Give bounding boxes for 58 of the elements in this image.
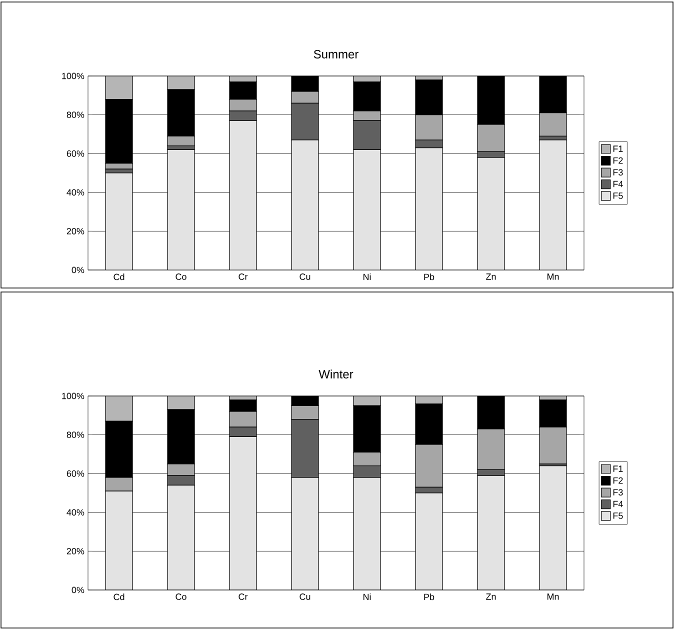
x-tick-label: Zn [486, 594, 496, 600]
legend-label: F3 [613, 489, 623, 496]
bar [105, 76, 133, 100]
legend-label: F2 [613, 477, 623, 484]
x-tick-label: Co [176, 594, 186, 600]
legend-label: F1 [613, 466, 623, 472]
x-tick-label: Pb [424, 274, 434, 280]
x-tick-label: Cr [238, 274, 248, 280]
bar [539, 140, 567, 270]
bar [477, 157, 505, 270]
legend-label: F3 [613, 169, 623, 176]
y-tick-label: 80% [66, 432, 84, 438]
y-tick-label: 40% [66, 189, 84, 196]
y-tick-label: 20% [66, 548, 84, 554]
bar [229, 120, 257, 270]
x-tick-label: Zn [486, 274, 496, 280]
y-tick-label: 40% [66, 509, 84, 516]
bar [415, 492, 443, 590]
legend-label: F2 [613, 157, 623, 164]
bar [539, 466, 567, 590]
x-tick-label: Cd [114, 274, 124, 280]
x-tick-label: Cu [300, 594, 310, 600]
bar [415, 147, 443, 270]
y-tick-label: 60% [66, 150, 84, 157]
y-tick-label: 60% [66, 470, 84, 477]
bar [167, 484, 195, 590]
bar [291, 477, 319, 590]
x-tick-label: Cr [238, 594, 248, 600]
chart-title: Winter [318, 370, 354, 378]
x-tick-label: Pb [424, 594, 434, 600]
bar [477, 475, 505, 590]
y-tick-label: 100% [62, 392, 84, 400]
legend-label: F4 [613, 500, 623, 508]
x-tick-label: Cu [300, 274, 310, 280]
y-tick-label: 80% [66, 112, 84, 118]
bar [353, 149, 381, 270]
x-tick-label: Ni [363, 274, 371, 280]
x-tick-label: Mn [547, 274, 559, 280]
bar [353, 477, 381, 590]
y-tick-label: 0% [72, 586, 84, 594]
legend-label: F4 [613, 180, 623, 188]
bar [167, 149, 195, 270]
chart-title: Summer [314, 50, 358, 58]
x-tick-label: Cd [114, 594, 124, 600]
y-tick-label: 0% [72, 266, 84, 274]
legend-label: F5 [613, 512, 623, 519]
legend-label: F1 [613, 146, 623, 152]
x-tick-label: Mn [547, 594, 559, 600]
x-tick-label: Ni [363, 594, 371, 600]
y-tick-label: 100% [62, 72, 84, 80]
bar [105, 490, 133, 590]
x-tick-label: Co [176, 274, 186, 280]
bar [291, 140, 319, 270]
bar [105, 172, 133, 270]
bar [105, 396, 133, 422]
legend-label: F5 [613, 192, 623, 199]
y-tick-label: 20% [66, 228, 84, 234]
bar [229, 436, 257, 590]
